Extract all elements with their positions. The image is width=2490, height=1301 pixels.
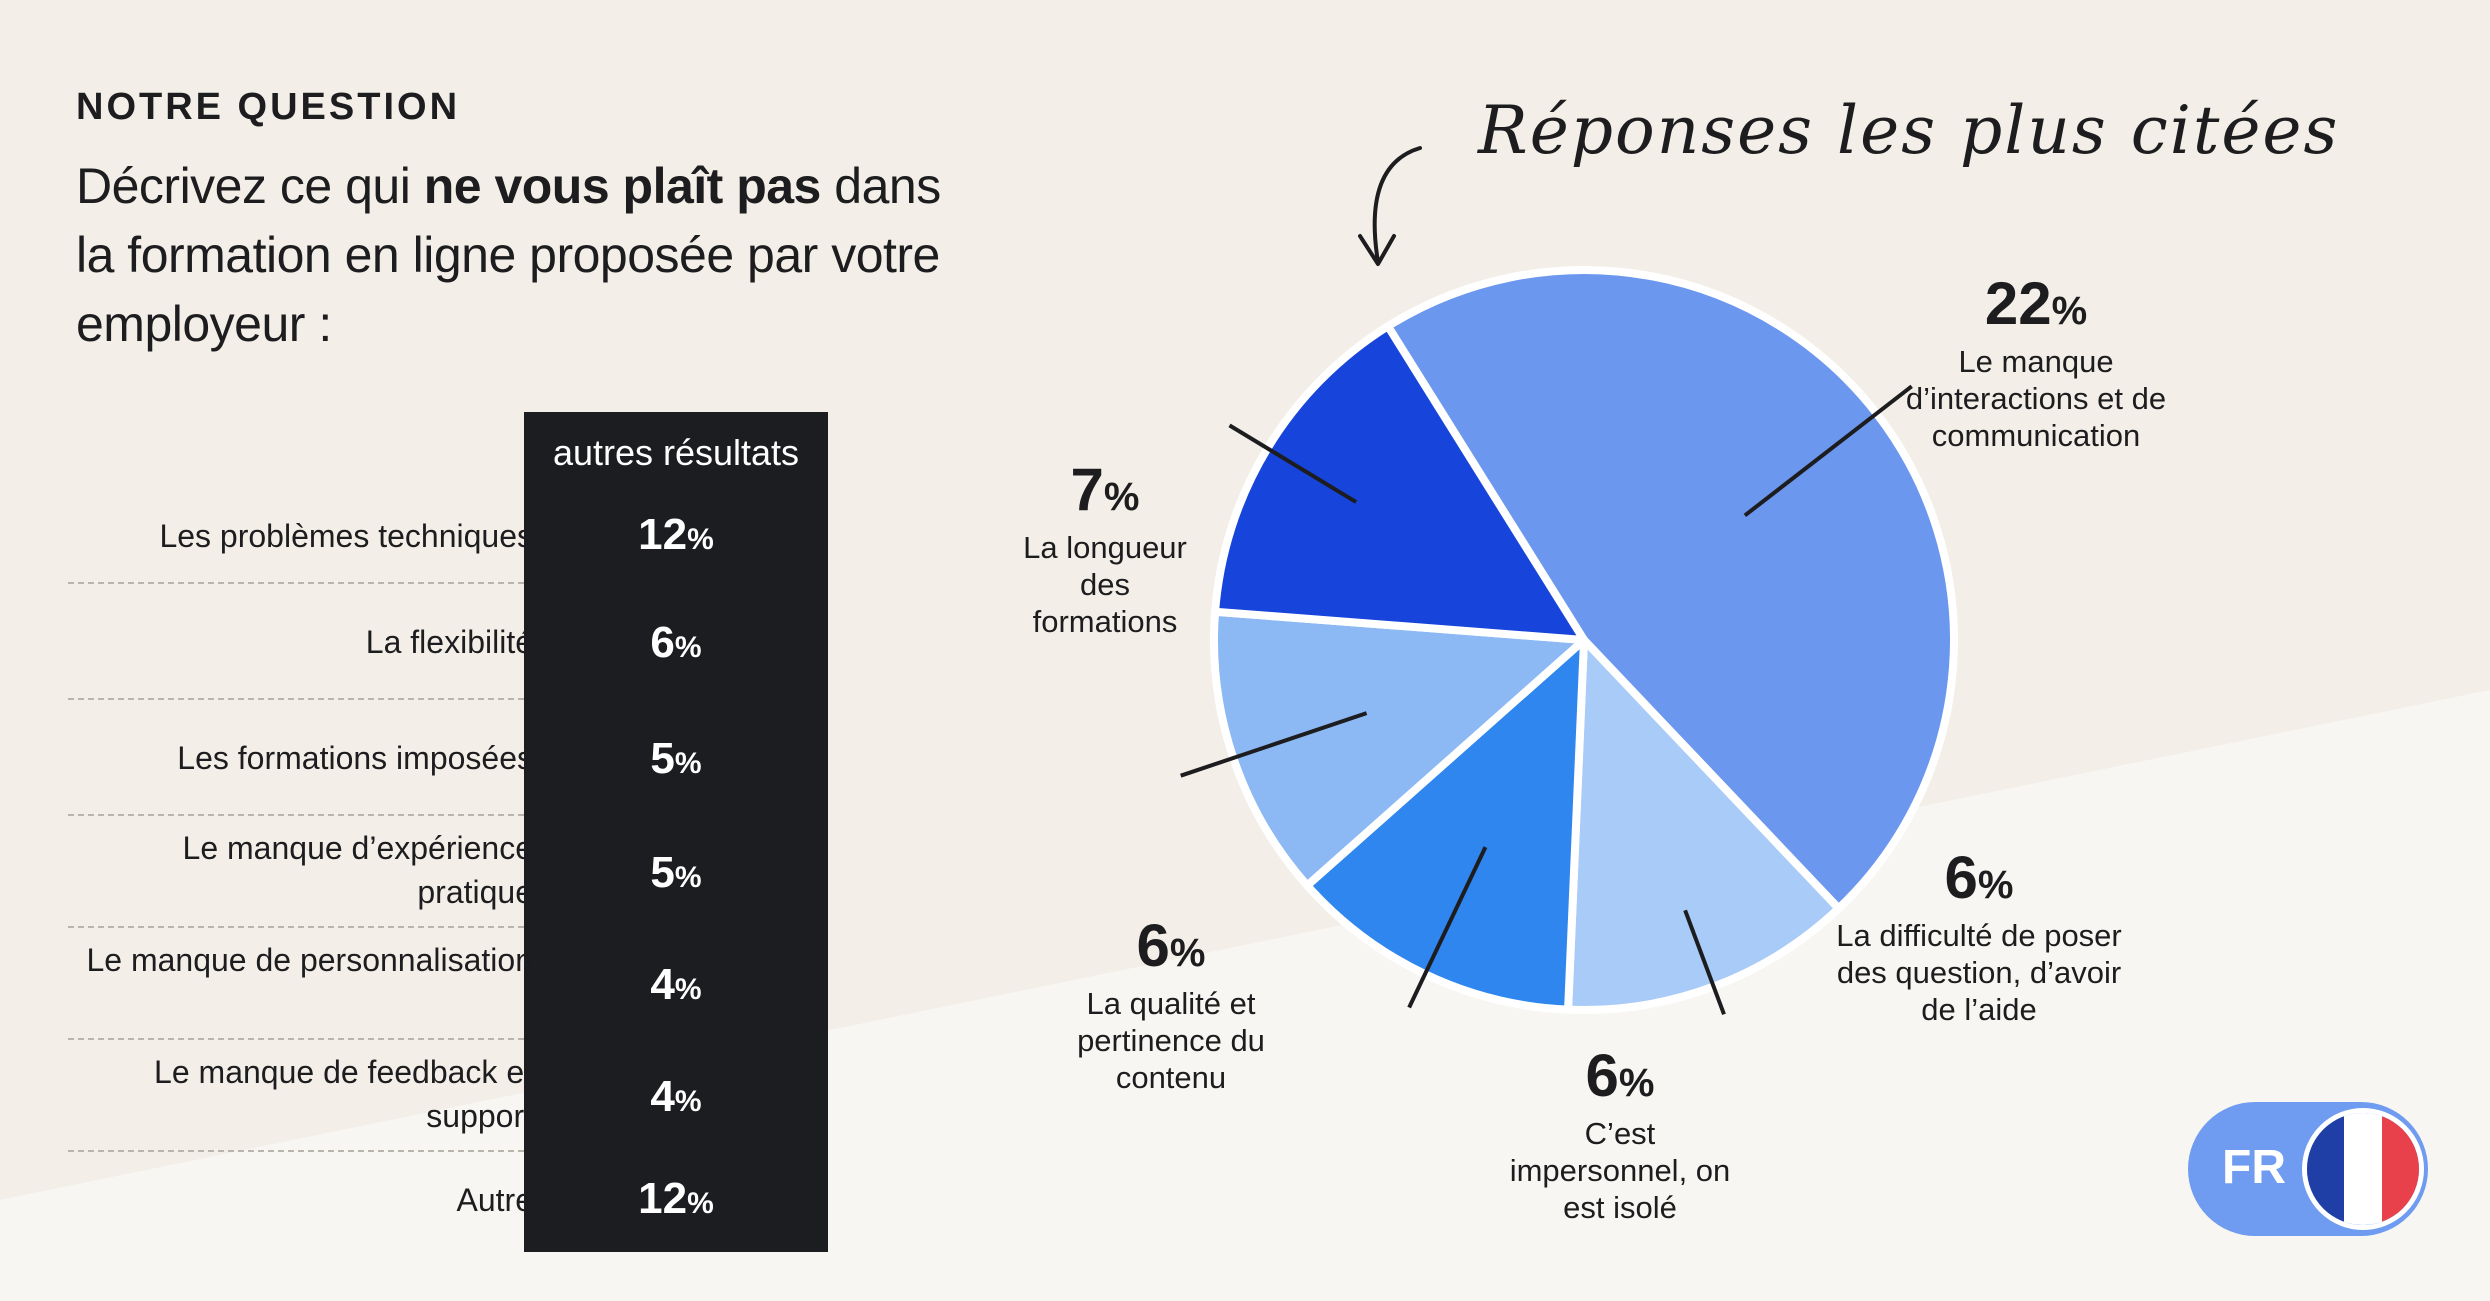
question-text: Décrivez ce qui ne vous plaît pas dans l… (76, 158, 941, 352)
row-value: 5% (650, 848, 702, 897)
table-row: Le manque de feedback et support 4% (68, 1040, 828, 1150)
row-value: 6% (650, 618, 702, 667)
slice-label: 7% La longueur des formations (1010, 458, 1200, 640)
row-label: Le manque d’expérience pratique (182, 830, 533, 910)
column-header: autres résultats (552, 432, 800, 473)
slice-description: La difficulté de poser des question, d’a… (1836, 918, 2122, 1027)
results-column (524, 412, 828, 1252)
slice-label: 6% La difficulté de poser des question, … (1836, 846, 2122, 1028)
row-value: 4% (650, 960, 702, 1009)
row-divider (68, 698, 524, 700)
slice-value: 7% (1070, 456, 1140, 523)
slice-label: 22% Le manque d’interactions et de commu… (1866, 272, 2206, 454)
table-row: La flexibilité 6% (68, 584, 828, 698)
row-label: Les formations imposées (177, 740, 533, 776)
row-label: Autre (456, 1182, 533, 1218)
leader-line (1683, 909, 1726, 1015)
row-value: 12% (638, 1174, 714, 1223)
slice-value: 6% (1585, 1042, 1655, 1109)
table-row: Les formations imposées 5% (68, 700, 828, 814)
slice-description: La longueur des formations (1023, 530, 1187, 639)
row-divider (68, 582, 524, 584)
row-divider (68, 1038, 524, 1040)
table-row: Le manque de personnalisation 4% (68, 928, 828, 1038)
row-divider (68, 926, 524, 928)
row-value: 4% (650, 1072, 702, 1121)
row-label: Le manque de personnalisation (86, 942, 533, 978)
row-label: Les problèmes techniques (159, 518, 533, 554)
row-divider (68, 814, 524, 816)
table-row: Autre 12% (68, 1152, 828, 1252)
slice-label: 6% La qualité et pertinence du contenu (1056, 914, 1286, 1096)
chart-title: Réponses les plus citées (1478, 92, 2340, 169)
slice-value: 6% (1944, 844, 2014, 911)
france-flag-icon (2302, 1108, 2424, 1230)
title-arrow (1372, 146, 1422, 264)
question-emphasis: ne vous plaît pas (423, 158, 822, 214)
eyebrow: NOTRE QUESTION (76, 86, 461, 128)
slice-label: 6% C’est impersonnel, on est isolé (1492, 1044, 1748, 1226)
row-label: La flexibilité (365, 624, 533, 660)
leader-line (1180, 711, 1368, 778)
slice-description: La qualité et pertinence du contenu (1077, 986, 1265, 1095)
language-code: FR (2222, 1141, 2286, 1194)
row-label: Le manque de feedback et support (154, 1054, 533, 1134)
row-value: 12% (638, 510, 714, 559)
slice-value: 22% (1984, 270, 2088, 337)
flag-stripe (2344, 1113, 2382, 1225)
leader-line (1743, 384, 1913, 518)
table-row: Le manque d’expérience pratique 5% (68, 816, 828, 926)
leader-line (1407, 846, 1488, 1009)
slice-value: 6% (1136, 912, 1206, 979)
row-divider (68, 1150, 524, 1152)
row-value: 5% (650, 734, 702, 783)
slice-description: C’est impersonnel, on est isolé (1509, 1116, 1731, 1225)
table-row: Les problèmes techniques 12% (68, 490, 828, 582)
title-arrow-head (1358, 234, 1396, 266)
slice-description: Le manque d’interactions et de communica… (1905, 344, 2167, 453)
leader-line (1228, 423, 1358, 504)
